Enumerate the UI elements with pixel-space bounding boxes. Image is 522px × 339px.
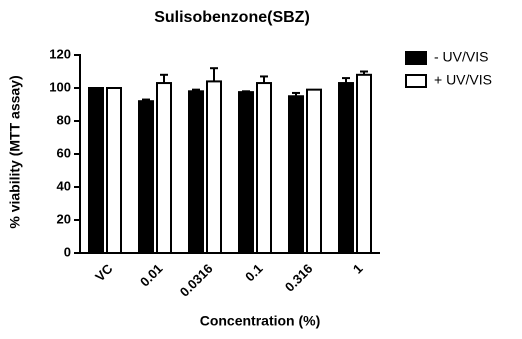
legend-swatch [405, 74, 427, 88]
legend-swatch [405, 51, 427, 65]
bar [106, 87, 122, 254]
bar [288, 95, 304, 254]
bar [306, 88, 322, 255]
x-tick-label: 0.1 [242, 261, 265, 284]
x-tick-label: VC [92, 261, 116, 285]
bar [356, 73, 372, 254]
bar [188, 90, 204, 254]
x-tick-label: 0.01 [137, 261, 166, 290]
x-tick-label: 1 [350, 261, 366, 277]
x-tick-label: 0.0316 [177, 261, 216, 300]
legend-label: + UV/VIS [434, 72, 492, 88]
bar [206, 80, 222, 255]
y-tick-label: 0 [64, 244, 71, 259]
y-tick-label: 20 [57, 211, 71, 226]
x-axis-label: Concentration (%) [200, 313, 321, 329]
bar [138, 100, 154, 254]
y-tick-label: 80 [57, 112, 71, 127]
x-tick-label: 0.316 [282, 261, 316, 295]
bar [156, 82, 172, 254]
y-axis-label: % viability (MTT assay) [7, 75, 23, 228]
y-tick-label: 60 [57, 145, 71, 160]
y-tick-label: 100 [49, 79, 71, 94]
legend-label: - UV/VIS [434, 49, 488, 65]
bar [88, 87, 104, 254]
y-tick-label: 40 [57, 178, 71, 193]
bar [256, 82, 272, 254]
bar [338, 82, 354, 254]
y-tick-label: 120 [49, 46, 71, 61]
bar [238, 91, 254, 254]
chart-title: Sulisobenzone(SBZ) [154, 9, 310, 26]
